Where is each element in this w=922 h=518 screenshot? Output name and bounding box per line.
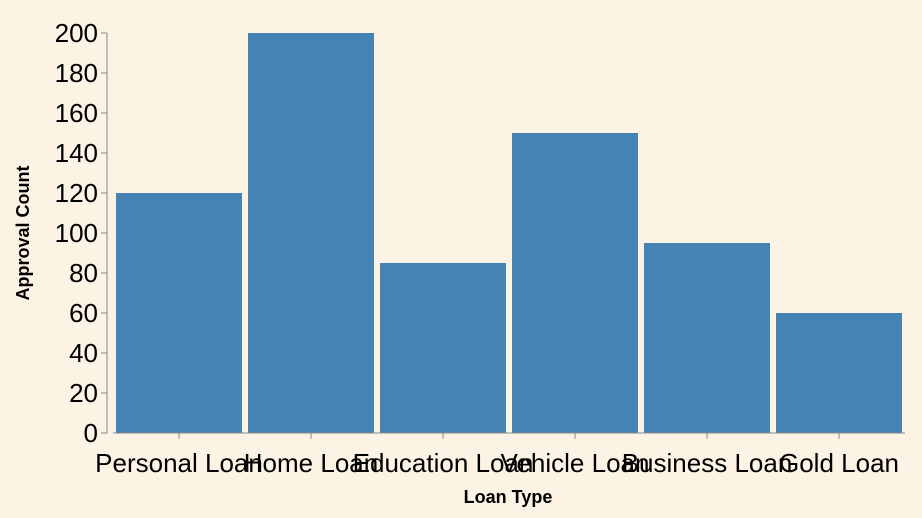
y-tick-label: 20 — [69, 378, 98, 408]
y-axis: 0 20 40 60 80 100 120 140 160 180 200 — [55, 18, 108, 448]
bar — [644, 243, 770, 433]
bar — [116, 193, 242, 433]
bar — [512, 133, 638, 433]
bar — [776, 313, 902, 433]
bar — [248, 33, 374, 433]
y-tick-label: 100 — [55, 218, 98, 248]
y-tick-label: 80 — [69, 258, 98, 288]
y-tick-label: 180 — [55, 58, 98, 88]
x-tick-label: Gold Loan — [779, 448, 899, 478]
x-tick-label: Education Loan — [353, 448, 534, 478]
x-tick-label: Personal Loan — [95, 448, 263, 478]
y-tick-label: 40 — [69, 338, 98, 368]
y-tick-label: 140 — [55, 138, 98, 168]
x-tick-label: Business Loan — [622, 448, 793, 478]
bars-group — [116, 33, 902, 433]
y-tick-label: 200 — [55, 18, 98, 48]
x-axis-title: Loan Type — [464, 487, 553, 507]
y-tick-label: 60 — [69, 298, 98, 328]
y-tick-label: 0 — [84, 418, 98, 448]
y-tick-label: 160 — [55, 98, 98, 128]
x-tick-label: Home Loan — [244, 448, 378, 478]
x-tick-label: Vehicle Loan — [501, 448, 650, 478]
y-tick-label: 120 — [55, 178, 98, 208]
y-axis-title: Approval Count — [13, 166, 33, 301]
bar — [380, 263, 506, 433]
